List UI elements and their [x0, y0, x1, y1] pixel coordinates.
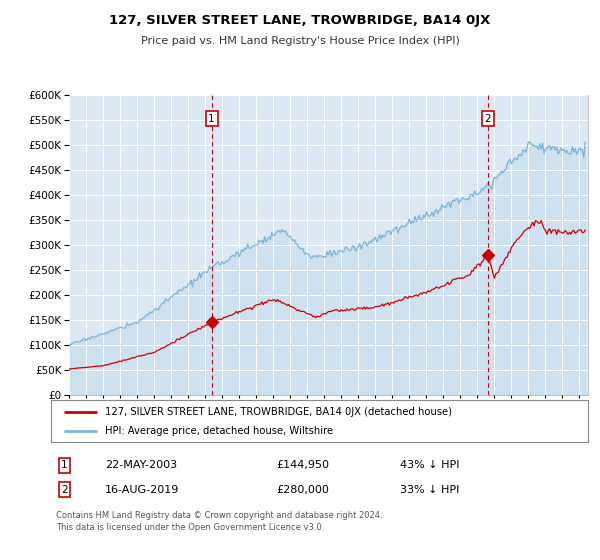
Text: Price paid vs. HM Land Registry's House Price Index (HPI): Price paid vs. HM Land Registry's House …: [140, 36, 460, 46]
Text: 1: 1: [208, 114, 215, 124]
Text: 33% ↓ HPI: 33% ↓ HPI: [400, 484, 460, 494]
Text: This data is licensed under the Open Government Licence v3.0.: This data is licensed under the Open Gov…: [56, 524, 325, 533]
Text: 43% ↓ HPI: 43% ↓ HPI: [400, 460, 460, 470]
Text: 16-AUG-2019: 16-AUG-2019: [105, 484, 179, 494]
Text: £280,000: £280,000: [277, 484, 329, 494]
Text: £144,950: £144,950: [277, 460, 329, 470]
Text: 22-MAY-2003: 22-MAY-2003: [105, 460, 177, 470]
Text: Contains HM Land Registry data © Crown copyright and database right 2024.: Contains HM Land Registry data © Crown c…: [56, 511, 383, 520]
Text: 2: 2: [61, 484, 68, 494]
FancyBboxPatch shape: [51, 400, 588, 442]
Text: 1: 1: [61, 460, 68, 470]
Text: HPI: Average price, detached house, Wiltshire: HPI: Average price, detached house, Wilt…: [105, 426, 333, 436]
Text: 2: 2: [485, 114, 491, 124]
Text: 127, SILVER STREET LANE, TROWBRIDGE, BA14 0JX (detached house): 127, SILVER STREET LANE, TROWBRIDGE, BA1…: [105, 407, 452, 417]
Text: 127, SILVER STREET LANE, TROWBRIDGE, BA14 0JX: 127, SILVER STREET LANE, TROWBRIDGE, BA1…: [109, 14, 491, 27]
